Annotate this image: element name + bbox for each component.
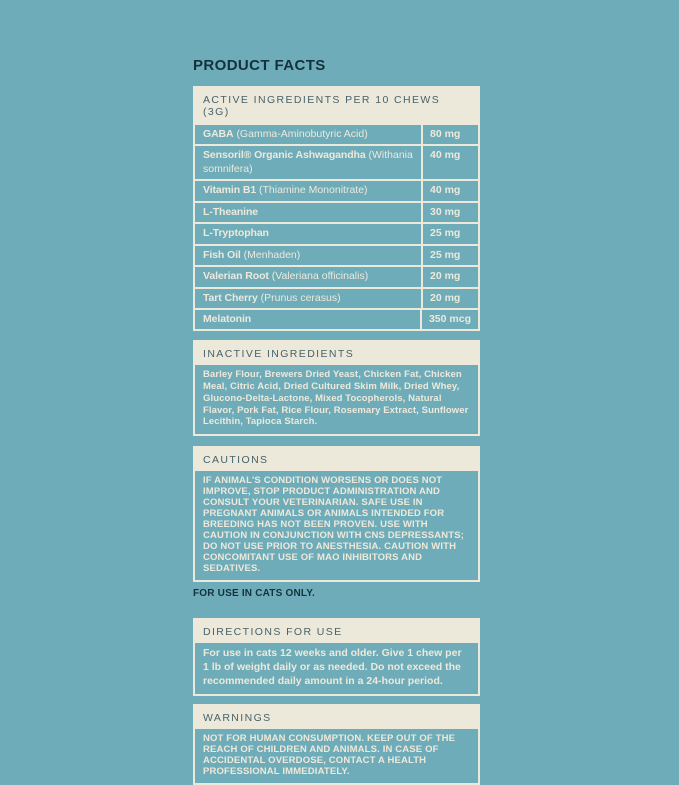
directions-panel: DIRECTIONS FOR USE For use in cats 12 we…: [193, 618, 480, 697]
table-row: Melatonin 350 mcg: [195, 307, 478, 330]
ingredient-name: L-Theanine: [203, 205, 259, 218]
ingredient-detail: (Menhaden): [243, 248, 301, 261]
ingredient-detail: (Valeriana officinalis): [271, 270, 369, 283]
ingredient-name-cell: Fish Oil (Menhaden): [195, 246, 421, 265]
ingredient-amount-cell: 350 mcg: [419, 309, 478, 330]
ingredient-detail: (Gamma-Aminobutyric Acid): [236, 128, 368, 140]
ingredient-detail: (Prunus cerasus): [260, 291, 341, 304]
inactive-ingredients-text: Barley Flour, Brewers Dried Yeast, Chick…: [203, 369, 469, 428]
cautions-panel: CAUTIONS IF ANIMAL'S CONDITION WORSENS O…: [193, 446, 480, 583]
warnings-header: WARNINGS: [195, 706, 478, 730]
ingredient-amount-cell: 40 mg: [421, 146, 478, 180]
ingredient-name-cell: L-Theanine: [195, 203, 421, 222]
table-row: GABA (Gamma-Aminobutyric Acid) 80 mg: [195, 123, 478, 145]
table-row: Tart Cherry (Prunus cerasus) 20 mg: [195, 286, 478, 308]
table-row: L-Theanine 30 mg: [195, 200, 478, 223]
directions-header: DIRECTIONS FOR USE: [195, 620, 478, 644]
ingredient-amount-cell: 25 mg: [421, 224, 478, 244]
ingredient-name-cell: Vitamin B1 (Thiamine Mononitrate): [195, 181, 421, 200]
ingredient-detail: (Thiamine Mononitrate): [259, 184, 368, 197]
ingredient-name: Tart Cherry: [203, 291, 258, 304]
warnings-text: NOT FOR HUMAN CONSUMPTION. KEEP OUT OF T…: [203, 733, 456, 778]
label-background: PRODUCT FACTS ACTIVE INGREDIENTS PER 10 …: [193, 57, 480, 785]
inactive-ingredients-header: INACTIVE INGREDIENTS: [195, 342, 478, 366]
for-use-in-cats-note: FOR USE IN CATS ONLY.: [193, 588, 315, 600]
active-ingredients-panel: ACTIVE INGREDIENTS PER 10 CHEWS (3G) GAB…: [193, 86, 480, 332]
ingredient-name: Vitamin B1: [203, 184, 257, 197]
ingredient-name: Fish Oil: [203, 248, 241, 261]
table-row: Valerian Root (Valeriana officinalis) 20…: [195, 265, 478, 287]
ingredient-name: Sensoril® Organic Ashwagandha: [203, 149, 366, 162]
table-row: Vitamin B1 (Thiamine Mononitrate) 40 mg: [195, 179, 478, 201]
page-title: PRODUCT FACTS: [193, 57, 326, 74]
ingredient-name-cell: GABA (Gamma-Aminobutyric Acid): [195, 125, 421, 144]
ingredient-amount-cell: 20 mg: [421, 288, 478, 308]
ingredient-detail: (Withania somnifera): [203, 149, 413, 175]
table-row: L-Tryptophan 25 mg: [195, 222, 478, 244]
ingredient-name: GABA: [203, 128, 234, 140]
ingredient-name: L-Tryptophan: [203, 227, 269, 240]
inactive-ingredients-panel: INACTIVE INGREDIENTS Barley Flour, Brewe…: [193, 340, 480, 437]
directions-text: For use in cats 12 weeks and older. Give…: [203, 647, 462, 687]
ingredient-name-cell: Melatonin: [195, 310, 420, 329]
ingredient-amount-cell: 40 mg: [421, 181, 478, 201]
table-row: Fish Oil (Menhaden) 25 mg: [195, 243, 478, 266]
ingredient-amount-cell: 80 mg: [421, 125, 478, 145]
active-ingredients-header: ACTIVE INGREDIENTS PER 10 CHEWS (3G): [195, 88, 478, 123]
ingredient-name: Melatonin: [203, 312, 252, 325]
cautions-text: IF ANIMAL'S CONDITION WORSENS OR DOES NO…: [203, 475, 464, 575]
ingredient-amount-cell: 20 mg: [421, 267, 478, 287]
ingredient-name-cell: Sensoril® Organic Ashwagandha (Withania …: [195, 146, 421, 179]
ingredient-amount-cell: 30 mg: [421, 202, 478, 223]
ingredient-amount-cell: 25 mg: [421, 245, 478, 266]
product-facts-label: PRODUCT FACTS ACTIVE INGREDIENTS PER 10 …: [193, 57, 480, 785]
cautions-header: CAUTIONS: [195, 448, 478, 472]
ingredient-name: Valerian Root: [203, 270, 269, 283]
warnings-panel: WARNINGS NOT FOR HUMAN CONSUMPTION. KEEP…: [193, 704, 480, 785]
table-row: Sensoril® Organic Ashwagandha (Withania …: [195, 144, 478, 180]
ingredient-name-cell: Valerian Root (Valeriana officinalis): [195, 267, 421, 286]
ingredient-name-cell: L-Tryptophan: [195, 224, 421, 243]
ingredient-name-cell: Tart Cherry (Prunus cerasus): [195, 289, 421, 308]
